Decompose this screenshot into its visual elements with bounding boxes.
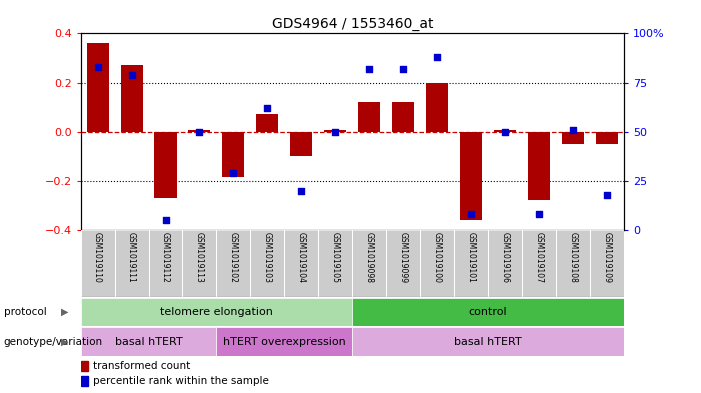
Point: [533, 211, 545, 217]
Bar: [114, 230, 149, 297]
Text: ▶: ▶: [61, 336, 68, 347]
Point: [160, 217, 171, 223]
Bar: [149, 230, 182, 297]
Bar: [494, 130, 516, 132]
Text: basal hTERT: basal hTERT: [115, 336, 182, 347]
Point: [364, 66, 375, 72]
Bar: [217, 327, 353, 356]
Bar: [386, 230, 420, 297]
Text: percentile rank within the sample: percentile rank within the sample: [93, 376, 268, 386]
Bar: [318, 230, 353, 297]
Point: [567, 127, 578, 133]
Point: [296, 187, 307, 194]
Point: [126, 72, 137, 78]
Text: GSM1019113: GSM1019113: [195, 232, 204, 283]
Text: basal hTERT: basal hTERT: [454, 336, 522, 347]
Bar: [121, 65, 142, 132]
Point: [92, 64, 103, 70]
Bar: [81, 327, 217, 356]
Bar: [392, 102, 414, 132]
Text: protocol: protocol: [4, 307, 46, 317]
Text: GSM1019107: GSM1019107: [534, 232, 543, 283]
Bar: [358, 102, 380, 132]
Title: GDS4964 / 1553460_at: GDS4964 / 1553460_at: [271, 17, 433, 31]
Point: [194, 129, 205, 135]
Text: telomere elongation: telomere elongation: [160, 307, 273, 317]
Bar: [325, 130, 346, 132]
Bar: [189, 130, 210, 132]
Text: GSM1019111: GSM1019111: [127, 232, 136, 283]
Bar: [488, 230, 522, 297]
Bar: [556, 230, 590, 297]
Bar: [353, 327, 624, 356]
Text: genotype/variation: genotype/variation: [4, 336, 102, 347]
Point: [228, 170, 239, 176]
Bar: [562, 132, 584, 144]
Bar: [522, 230, 556, 297]
Bar: [420, 230, 454, 297]
Text: GSM1019104: GSM1019104: [297, 232, 306, 283]
Text: GSM1019108: GSM1019108: [569, 232, 578, 283]
Text: hTERT overexpression: hTERT overexpression: [223, 336, 346, 347]
Point: [329, 129, 341, 135]
Point: [432, 54, 443, 60]
Bar: [81, 376, 88, 386]
Text: GSM1019112: GSM1019112: [161, 232, 170, 283]
Text: GSM1019106: GSM1019106: [501, 232, 510, 283]
Bar: [86, 43, 109, 132]
Bar: [353, 230, 386, 297]
Text: control: control: [469, 307, 508, 317]
Text: GSM1019105: GSM1019105: [331, 232, 340, 283]
Bar: [257, 114, 278, 132]
Bar: [222, 132, 245, 177]
Text: GSM1019100: GSM1019100: [433, 232, 442, 283]
Text: transformed count: transformed count: [93, 361, 190, 371]
Bar: [81, 298, 353, 326]
Bar: [528, 132, 550, 200]
Bar: [290, 132, 313, 156]
Text: GSM1019103: GSM1019103: [263, 232, 272, 283]
Text: GSM1019109: GSM1019109: [602, 232, 611, 283]
Bar: [353, 298, 624, 326]
Bar: [250, 230, 285, 297]
Bar: [590, 230, 624, 297]
Point: [261, 105, 273, 111]
Point: [601, 191, 613, 198]
Bar: [217, 230, 250, 297]
Text: GSM1019099: GSM1019099: [399, 232, 408, 283]
Bar: [426, 83, 448, 132]
Bar: [182, 230, 217, 297]
Bar: [596, 132, 618, 144]
Point: [397, 66, 409, 72]
Bar: [285, 230, 318, 297]
Bar: [81, 230, 114, 297]
Bar: [454, 230, 488, 297]
Text: ▶: ▶: [61, 307, 68, 317]
Point: [499, 129, 510, 135]
Bar: [460, 132, 482, 220]
Text: GSM1019098: GSM1019098: [365, 232, 374, 283]
Text: GSM1019101: GSM1019101: [467, 232, 475, 283]
Bar: [81, 362, 88, 371]
Text: GSM1019110: GSM1019110: [93, 232, 102, 283]
Bar: [154, 132, 177, 198]
Text: GSM1019102: GSM1019102: [229, 232, 238, 283]
Point: [465, 211, 477, 217]
